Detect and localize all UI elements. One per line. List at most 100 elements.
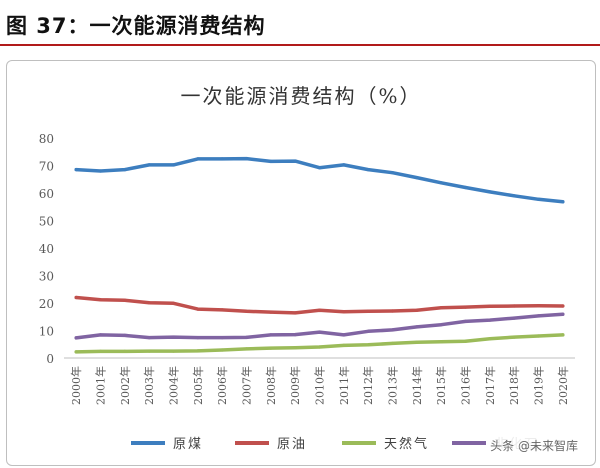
data-point (342, 310, 346, 314)
data-point (439, 181, 443, 185)
data-point (196, 349, 200, 353)
data-point (561, 312, 565, 316)
data-point (366, 329, 370, 333)
x-tick-label: 2011年 (337, 366, 351, 405)
data-point (220, 348, 224, 352)
data-point (171, 301, 176, 305)
x-tick-label: 2000年 (69, 366, 83, 405)
y-tick-label: 30 (39, 270, 54, 284)
data-point (147, 349, 151, 353)
data-point (74, 295, 78, 300)
data-point (488, 304, 492, 308)
y-tick-label: 50 (39, 215, 54, 229)
x-axis: 2000年 2001年 2002年 2003年 2004年 2005年 2006年 2007年… (69, 366, 570, 405)
x-tick-label: 2008年 (264, 366, 278, 405)
x-tick-label: 2005年 (191, 366, 205, 405)
legend: 原煤原油天然气非化石 (131, 436, 537, 452)
data-point (123, 298, 127, 302)
data-point (147, 301, 151, 305)
data-point (342, 343, 346, 347)
data-point (293, 311, 297, 315)
line-chart: 一次能源消费结构（%） 0 10 20 30 40 50 60 70 80 2000年 2001年… (39, 84, 575, 452)
data-point (512, 316, 516, 320)
data-point (512, 304, 516, 308)
legend-label: 天然气 (384, 436, 429, 452)
x-tick-label: 2006年 (215, 366, 229, 405)
data-point (98, 333, 103, 337)
data-point (512, 335, 516, 339)
data-point (390, 171, 395, 175)
data-point (439, 340, 443, 344)
data-point (196, 157, 200, 161)
data-point (366, 343, 370, 347)
data-point (244, 309, 249, 313)
data-point (171, 163, 176, 167)
x-tick-label: 2013年 (386, 366, 400, 405)
legend-label: 原油 (277, 437, 307, 452)
data-point (342, 163, 346, 167)
chart-frame: 一次能源消费结构（%） 0 10 20 30 40 50 60 70 80 2000年 2001年… (6, 60, 596, 466)
data-point (488, 318, 492, 322)
data-point (147, 163, 151, 167)
data-point (536, 197, 541, 201)
data-point (123, 168, 127, 172)
data-point (463, 339, 468, 343)
data-point (415, 176, 419, 180)
figure-title: 图 37：一次能源消费结构 (6, 14, 266, 38)
data-point (317, 330, 322, 334)
data-point (415, 308, 419, 312)
data-point (536, 314, 541, 318)
x-tick-label: 2017年 (483, 366, 497, 405)
x-tick-label: 2020年 (556, 366, 570, 405)
data-point (463, 185, 468, 190)
watermark: 头条 @未来智库 (487, 436, 581, 455)
x-tick-label: 2018年 (507, 366, 521, 405)
data-point (244, 347, 249, 351)
y-tick-label: 0 (46, 352, 54, 366)
data-point (512, 194, 516, 198)
data-point (147, 336, 151, 340)
data-point (74, 336, 78, 340)
data-point (415, 340, 419, 344)
x-tick-label: 2014年 (410, 366, 424, 405)
data-point (561, 333, 565, 337)
x-tick-label: 2010年 (313, 366, 327, 405)
data-point (220, 336, 224, 340)
x-tick-label: 2001年 (94, 366, 108, 405)
data-point (561, 304, 565, 308)
data-point (269, 346, 273, 350)
data-point (74, 168, 78, 172)
data-point (366, 309, 370, 313)
series-line-4 (74, 312, 565, 340)
data-point (488, 337, 492, 341)
data-point (536, 304, 541, 308)
y-tick-label: 10 (39, 325, 54, 339)
data-point (293, 346, 297, 350)
data-point (463, 305, 468, 309)
data-point (366, 168, 370, 172)
y-tick-label: 70 (39, 160, 54, 174)
data-point (439, 306, 443, 310)
y-tick-label: 60 (39, 187, 54, 201)
x-tick-label: 2009年 (288, 366, 302, 405)
data-point (269, 159, 273, 163)
chart-title: 一次能源消费结构（%） (180, 84, 421, 108)
data-point (98, 349, 103, 353)
data-point (342, 333, 346, 337)
x-tick-label: 2004年 (167, 366, 181, 405)
y-tick-label: 20 (39, 297, 54, 311)
data-point (171, 335, 176, 339)
data-point (123, 333, 127, 337)
data-point (390, 341, 395, 345)
x-tick-label: 2015年 (434, 366, 448, 405)
data-point (390, 309, 395, 313)
y-tick-label: 40 (39, 242, 54, 256)
data-point (123, 349, 127, 353)
data-point (74, 350, 78, 354)
legend-label: 原煤 (173, 437, 203, 452)
x-tick-label: 2007年 (240, 366, 254, 405)
series-group (74, 156, 565, 354)
data-point (439, 323, 443, 327)
data-point (536, 334, 541, 338)
data-point (293, 159, 297, 163)
